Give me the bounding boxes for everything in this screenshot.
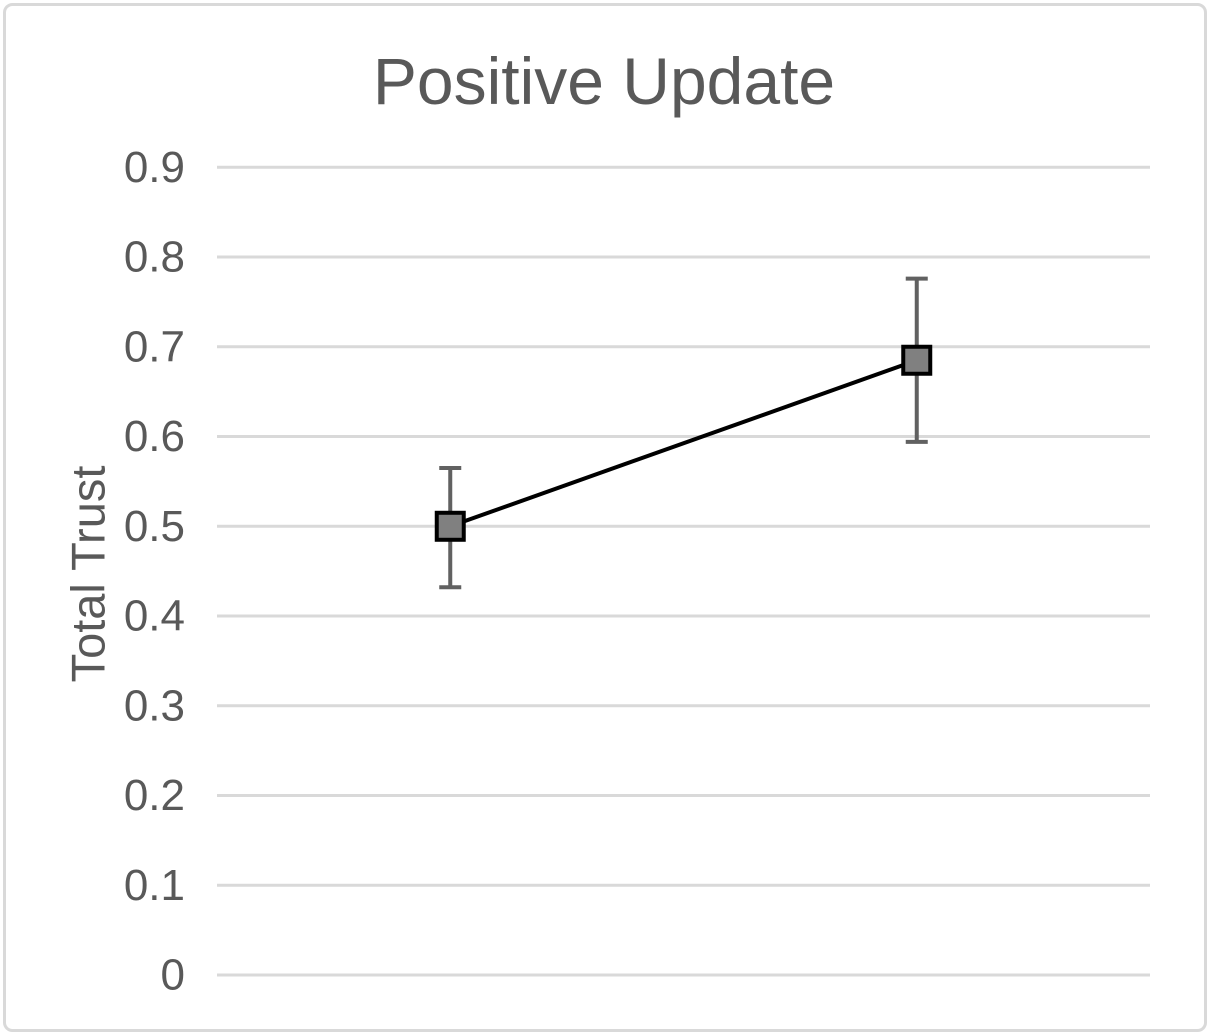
y-tick-label: 0.3 (124, 681, 185, 730)
y-tick-label: 0.6 (124, 412, 185, 461)
data-series (434, 276, 933, 590)
y-tick-label: 0.8 (124, 233, 185, 282)
y-tick-label: 0 (161, 951, 185, 1000)
data-point-marker (434, 510, 466, 542)
gridlines (217, 165, 1150, 977)
chart-title: Positive Update (373, 44, 835, 118)
y-tick-label: 0.5 (124, 502, 185, 551)
data-point-marker (901, 344, 933, 376)
figure-border (3, 3, 1207, 1032)
y-tick-label: 0.1 (124, 861, 185, 910)
y-tick-label: 0.7 (124, 322, 185, 371)
series-line (449, 358, 918, 529)
y-axis-title: Total Trust (62, 466, 115, 683)
y-tick-label: 0.9 (124, 143, 185, 192)
y-tick-labels: 0.9 0.8 0.7 0.6 0.5 0.4 0.3 0.2 0.1 0 (124, 143, 185, 1000)
y-tick-label: 0.2 (124, 771, 185, 820)
y-tick-label: 0.4 (124, 592, 185, 641)
